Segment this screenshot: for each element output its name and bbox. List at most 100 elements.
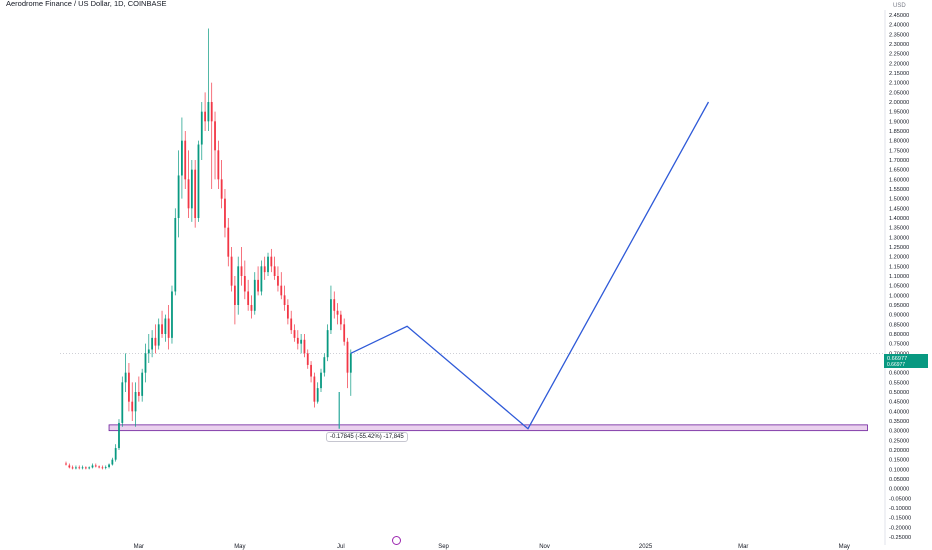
y-tick-label: 0.95000 — [889, 303, 909, 309]
measure-label: -0.17845 (-55.42%) -17,845 — [326, 432, 408, 442]
candle-body — [194, 169, 197, 218]
y-tick-label: 2.15000 — [889, 71, 909, 77]
candle-body — [65, 463, 67, 465]
candle-body — [217, 150, 220, 180]
y-tick-label: 1.00000 — [889, 293, 909, 299]
y-tick-label: -0.05000 — [889, 496, 911, 502]
candle-body — [171, 291, 173, 338]
y-tick-label: 0.85000 — [889, 322, 909, 328]
candle-body — [144, 353, 147, 373]
y-tick-label: 0.75000 — [889, 342, 909, 348]
x-tick-label: Sep — [438, 544, 449, 550]
candle-body — [94, 465, 97, 467]
candle-body — [330, 299, 332, 331]
projection-path — [350, 101, 710, 430]
candle-body — [71, 467, 74, 469]
candle-body — [333, 299, 336, 311]
x-tick-label: May — [234, 544, 245, 550]
candle-body — [273, 266, 276, 276]
y-tick-label: 2.30000 — [889, 42, 909, 48]
y-tick-label: 2.40000 — [889, 23, 909, 29]
y-tick-label: 1.35000 — [889, 226, 909, 232]
candle-body — [141, 372, 144, 396]
y-tick-label: 1.95000 — [889, 110, 909, 116]
candle-body — [161, 324, 163, 334]
y-tick-label: 1.85000 — [889, 129, 909, 135]
candle-body — [75, 467, 77, 469]
candle-body — [134, 392, 137, 412]
y-tick-label: -0.20000 — [889, 525, 911, 531]
last-price-sub-tag: 0.66977 — [884, 362, 928, 368]
y-tick-label: 1.60000 — [889, 177, 909, 183]
candle-body — [316, 388, 319, 402]
candle-body — [296, 337, 299, 344]
candle-body — [184, 140, 187, 180]
candle-body — [310, 364, 312, 377]
y-tick-label: 0.00000 — [889, 487, 909, 493]
candle-body — [230, 256, 233, 286]
candle-body — [204, 111, 206, 122]
candle-body — [174, 218, 177, 292]
candle-body — [197, 144, 200, 218]
y-tick-label: 2.20000 — [889, 61, 909, 67]
candle-body — [290, 318, 293, 331]
candle-body — [187, 179, 190, 209]
candle-body — [339, 314, 342, 325]
candle-body — [200, 111, 203, 145]
y-tick-label: 0.80000 — [889, 332, 909, 338]
candle-body — [280, 285, 283, 296]
y-tick-label: -0.10000 — [889, 506, 911, 512]
candle-body — [91, 465, 94, 468]
currency-label: USD — [893, 3, 906, 9]
candle-body — [121, 382, 124, 423]
y-tick-label: 0.15000 — [889, 458, 909, 464]
y-tick-label: 2.35000 — [889, 32, 909, 38]
candle-body — [303, 339, 306, 354]
candle-body — [343, 324, 346, 342]
candle-body — [313, 376, 316, 402]
candle-body — [270, 256, 273, 267]
y-tick-label: 2.45000 — [889, 13, 909, 19]
candle-body — [323, 357, 326, 373]
reset-icon[interactable] — [392, 536, 401, 545]
candle-body — [167, 318, 170, 338]
candle-body — [293, 330, 296, 338]
candle-body — [108, 464, 110, 468]
candle-body — [247, 291, 250, 305]
y-tick-label: 0.60000 — [889, 371, 909, 377]
candle-body — [131, 401, 134, 412]
candle-body — [111, 459, 114, 465]
candle-body — [346, 341, 349, 373]
candle-body — [233, 285, 236, 305]
candle-body — [260, 266, 263, 292]
y-tick-label: 1.65000 — [889, 168, 909, 174]
y-tick-label: 0.05000 — [889, 477, 909, 483]
candle-body — [267, 256, 269, 273]
candle-body — [220, 179, 223, 199]
candle-body — [177, 175, 180, 218]
y-tick-label: 0.45000 — [889, 400, 909, 406]
candle-body — [240, 266, 243, 276]
y-tick-label: 0.40000 — [889, 409, 909, 415]
candle-body — [300, 339, 303, 344]
candle-body — [88, 467, 91, 469]
y-tick-label: 1.30000 — [889, 235, 909, 241]
y-tick-label: 1.25000 — [889, 245, 909, 251]
candle-body — [118, 422, 120, 449]
support-zone — [108, 424, 868, 432]
candle-body — [101, 467, 104, 469]
candle-body — [128, 372, 130, 402]
candle-body — [98, 466, 101, 468]
y-tick-label: 1.40000 — [889, 216, 909, 222]
y-tick-label: 2.00000 — [889, 100, 909, 106]
candle-body — [243, 276, 246, 292]
candle-body — [207, 102, 210, 122]
y-tick-label: 1.20000 — [889, 255, 909, 261]
candle-body — [277, 276, 279, 286]
y-tick-label: 1.10000 — [889, 274, 909, 280]
y-tick-label: 1.45000 — [889, 206, 909, 212]
y-tick-label: 0.30000 — [889, 429, 909, 435]
y-tick-label: 1.05000 — [889, 284, 909, 290]
